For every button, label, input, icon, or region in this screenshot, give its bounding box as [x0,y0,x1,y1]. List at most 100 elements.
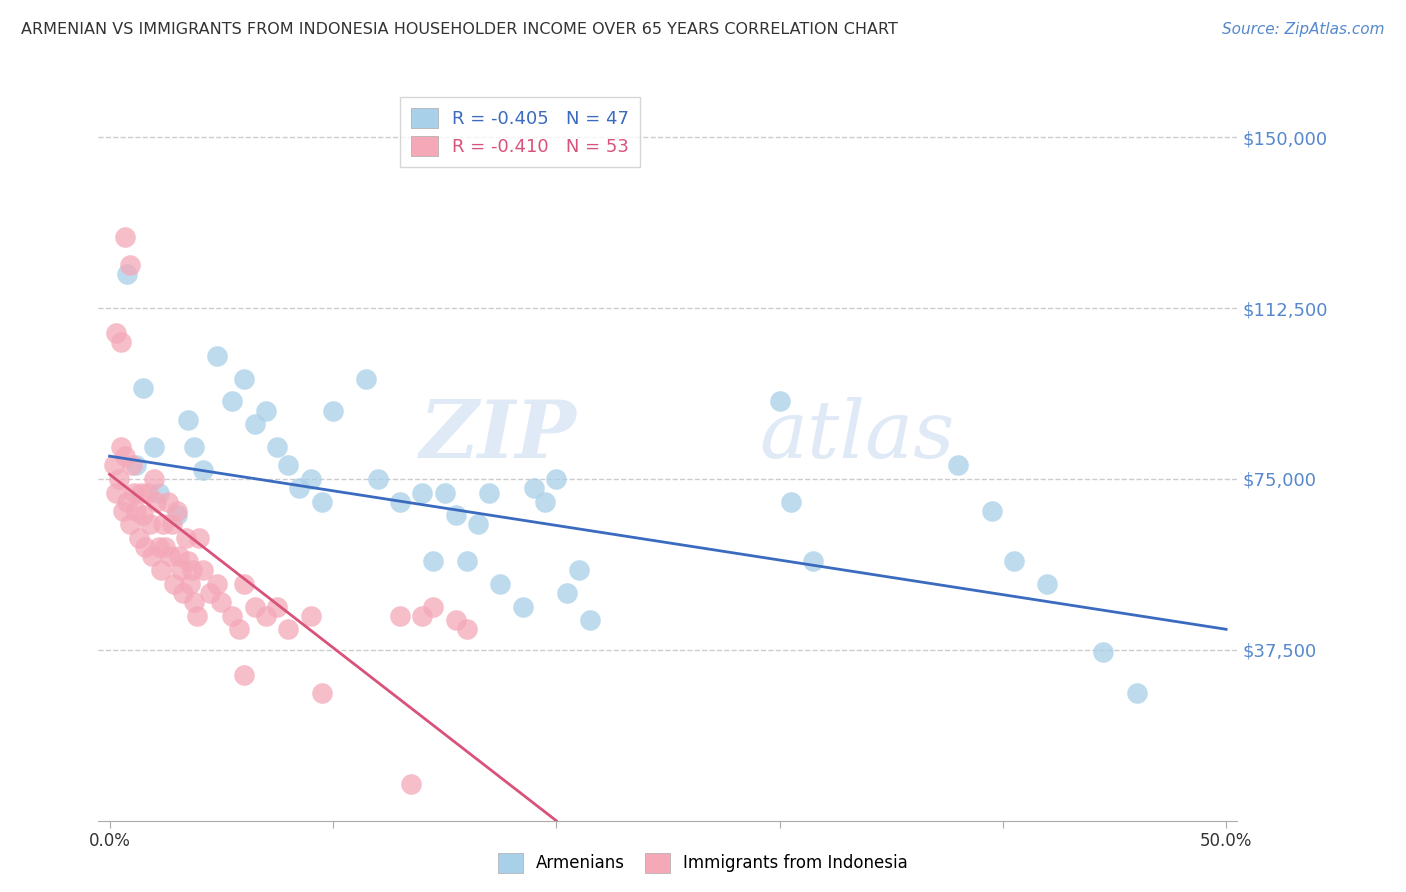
Point [512,599,534,614]
Point [221,608,243,623]
Point [422,599,444,614]
Point [193,563,215,577]
Point [117,267,139,281]
Point [433,485,456,500]
Point [232,372,254,386]
Point [148,485,170,500]
Point [114,230,136,244]
Point [243,417,266,432]
Point [128,531,150,545]
Point [444,508,467,523]
Point [167,549,190,564]
Point [114,449,136,463]
Point [254,608,277,623]
Point [299,608,322,623]
Point [232,668,254,682]
Point [232,576,254,591]
Point [125,504,148,518]
Point [228,622,250,636]
Point [177,554,200,568]
Text: ZIP: ZIP [420,397,576,475]
Point [277,458,299,473]
Text: atlas: atlas [759,397,955,475]
Point [155,541,177,555]
Point [198,586,221,600]
Point [221,394,243,409]
Point [125,458,148,473]
Point [311,686,333,700]
Point [399,777,422,791]
Point [172,586,194,600]
Text: ARMENIAN VS IMMIGRANTS FROM INDONESIA HOUSEHOLDER INCOME OVER 65 YEARS CORRELATI: ARMENIAN VS IMMIGRANTS FROM INDONESIA HO… [21,22,898,37]
Point [422,554,444,568]
Text: Source: ZipAtlas.com: Source: ZipAtlas.com [1222,22,1385,37]
Point [183,440,205,454]
Point [980,504,1002,518]
Point [163,576,186,591]
Point [134,541,156,555]
Point [205,349,228,363]
Point [118,258,141,272]
Point [209,595,232,609]
Point [768,394,790,409]
Point [254,403,277,417]
Point [183,595,205,609]
Point [187,531,209,545]
Point [159,549,181,564]
Point [1002,554,1025,568]
Point [266,599,288,614]
Point [567,563,589,577]
Point [132,381,155,395]
Point [456,622,478,636]
Point [121,458,143,473]
Point [166,504,188,518]
Point [160,517,183,532]
Point [388,494,411,508]
Point [322,403,344,417]
Point [946,458,969,473]
Point [546,472,568,486]
Point [193,463,215,477]
Point [105,326,128,340]
Point [356,372,378,386]
Point [156,494,179,508]
Point [103,458,125,473]
Point [311,494,333,508]
Point [166,508,188,523]
Point [129,485,152,500]
Point [489,576,512,591]
Point [107,472,129,486]
Legend: Armenians, Immigrants from Indonesia: Armenians, Immigrants from Indonesia [491,847,915,880]
Point [243,599,266,614]
Point [177,413,200,427]
Point [136,485,159,500]
Point [578,613,600,627]
Legend: R = -0.405   N = 47, R = -0.410   N = 53: R = -0.405 N = 47, R = -0.410 N = 53 [399,96,640,168]
Point [152,517,174,532]
Point [170,563,193,577]
Point [141,549,163,564]
Point [277,622,299,636]
Point [411,608,433,623]
Point [1092,645,1115,659]
Point [779,494,801,508]
Point [105,485,128,500]
Point [118,517,141,532]
Point [122,485,145,500]
Point [174,531,197,545]
Point [1036,576,1059,591]
Point [456,554,478,568]
Point [523,481,546,495]
Point [205,576,228,591]
Point [557,586,579,600]
Point [478,485,501,500]
Point [1126,686,1149,700]
Point [117,494,139,508]
Point [467,517,489,532]
Point [299,472,322,486]
Point [143,440,166,454]
Point [110,440,132,454]
Point [411,485,433,500]
Point [179,576,201,591]
Point [148,541,170,555]
